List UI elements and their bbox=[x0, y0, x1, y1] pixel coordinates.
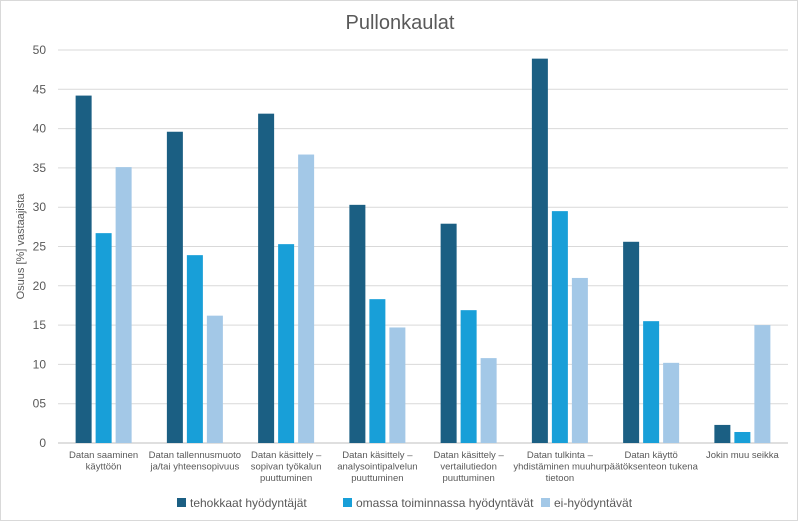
legend-label-2: omassa toiminnassa hyödyntävät bbox=[356, 496, 534, 510]
bar-2 bbox=[369, 299, 386, 443]
bar-2 bbox=[186, 255, 203, 443]
x-tick-label-line: Datan tulkinta – bbox=[527, 450, 594, 461]
y-tick-label: 15 bbox=[33, 318, 47, 332]
x-tick-label-line: Datan käsittely – bbox=[251, 450, 322, 461]
x-tick-label-line: Datan käyttö bbox=[624, 450, 677, 461]
bar-3 bbox=[115, 167, 132, 443]
x-tick-label-line: Jokin muu seikka bbox=[706, 450, 780, 461]
bar-3 bbox=[206, 315, 223, 443]
bar-3 bbox=[571, 277, 588, 443]
y-tick-label: 10 bbox=[33, 357, 47, 371]
bar-1 bbox=[349, 204, 366, 443]
y-tick-label: 05 bbox=[33, 397, 47, 411]
x-tick-label-line: puuttuminen bbox=[442, 473, 494, 484]
bar-2 bbox=[643, 321, 660, 443]
bar-1 bbox=[440, 223, 457, 443]
y-axis-label: Osuus [%] vastaajista bbox=[15, 193, 27, 300]
x-tick-label-line: analysointipalvelun bbox=[337, 462, 417, 473]
bar-3 bbox=[298, 154, 315, 443]
x-tick-label-line: puuttuminen bbox=[260, 473, 312, 484]
x-tick-label: Datan tallennusmuoto ja/tai yhteensopivuu… bbox=[149, 450, 241, 473]
bar-2 bbox=[734, 431, 751, 443]
x-tick-label-line: sopivan työkalun bbox=[251, 462, 322, 473]
legend-label-3: ei-hyödyntävät bbox=[554, 496, 633, 510]
x-tick-label: Datan käsittely – sopivan työkalun puuttum… bbox=[251, 450, 322, 484]
x-tick-label-line: yhdistäminen muuhun bbox=[513, 462, 606, 473]
x-tick-label-line: puuttuminen bbox=[351, 473, 403, 484]
bar-1 bbox=[75, 95, 92, 443]
y-tick-label: 45 bbox=[33, 82, 47, 96]
bar-3 bbox=[389, 327, 406, 443]
x-tick-label: Datan tulkinta – yhdistäminen muuhun tieto… bbox=[513, 450, 606, 484]
bar-3 bbox=[754, 325, 771, 443]
y-tick-label: 0 bbox=[39, 436, 46, 450]
x-tick-label-line: tietoon bbox=[546, 473, 575, 484]
x-tick-label-line: käyttöön bbox=[86, 462, 122, 473]
x-tick-label-line: päätöksenteon tukena bbox=[604, 462, 698, 473]
bar-3 bbox=[663, 362, 680, 443]
bar-1 bbox=[714, 424, 731, 443]
x-tick-label: Jokin muu seikka bbox=[706, 450, 780, 461]
bar-2 bbox=[460, 310, 477, 443]
y-tick-label: 40 bbox=[33, 122, 47, 136]
legend-swatch-1 bbox=[177, 498, 186, 507]
legend-label-1: tehokkaat hyödyntäjät bbox=[190, 496, 307, 510]
x-tick-label: Datan saaminen käyttöön bbox=[69, 450, 138, 473]
x-tick-label-line: Datan käsittely – bbox=[342, 450, 413, 461]
x-tick-label: Datan käsittely – analysointipalvelun puut… bbox=[337, 450, 417, 484]
y-tick-label: 30 bbox=[33, 200, 47, 214]
x-tick-label-line: vertailutiedon bbox=[440, 462, 497, 473]
legend-swatch-2 bbox=[343, 498, 352, 507]
y-tick-label: 25 bbox=[33, 240, 47, 254]
bar-1 bbox=[531, 58, 548, 444]
y-tick-label: 20 bbox=[33, 279, 47, 293]
bar-1 bbox=[258, 113, 275, 443]
chart-title: Pullonkaulat bbox=[346, 12, 455, 34]
bar-2 bbox=[95, 233, 112, 443]
bar-3 bbox=[480, 358, 497, 443]
x-tick-label-line: Datan käsittely – bbox=[434, 450, 505, 461]
x-tick-label-line: Datan tallennusmuoto bbox=[149, 450, 241, 461]
bar-1 bbox=[166, 131, 183, 443]
x-tick-label: Datan käsittely – vertailutiedon puuttumin… bbox=[434, 450, 505, 484]
legend-swatch-3 bbox=[541, 498, 550, 507]
x-tick-label-line: Datan saaminen bbox=[69, 450, 138, 461]
y-tick-label: 50 bbox=[33, 43, 47, 57]
y-tick-label: 35 bbox=[33, 161, 47, 175]
x-tick-label: Datan käyttö päätöksenteon tukena bbox=[604, 450, 698, 473]
x-tick-label-line: ja/tai yhteensopivuus bbox=[150, 462, 240, 473]
bar-1 bbox=[623, 241, 640, 443]
bar-2 bbox=[278, 244, 295, 443]
bar-2 bbox=[551, 211, 568, 443]
